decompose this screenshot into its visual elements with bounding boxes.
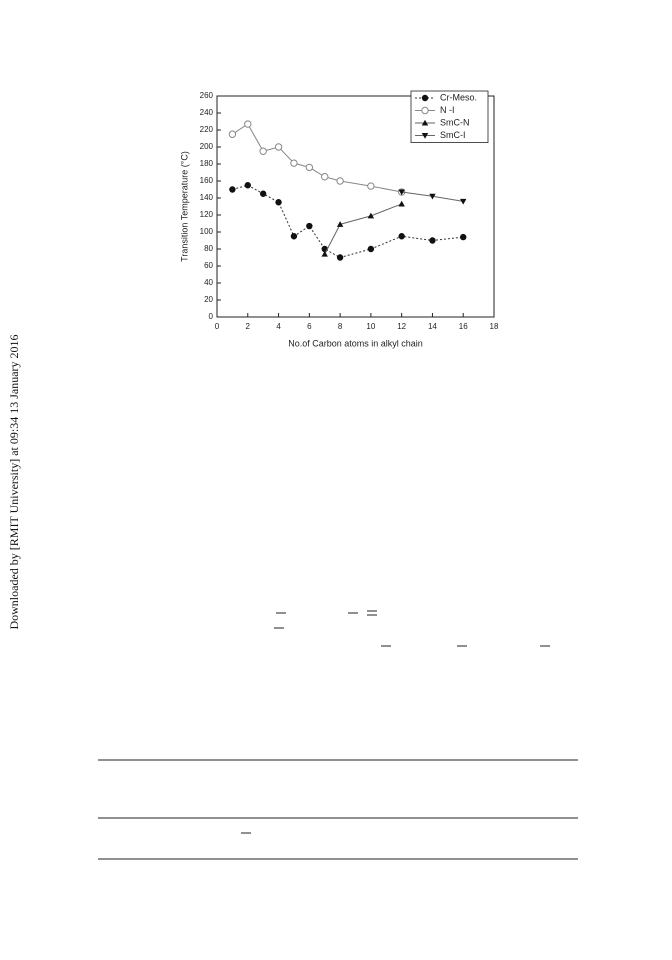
marker — [306, 222, 313, 230]
legend-label: SmC-N — [440, 117, 470, 127]
y-tick-label: 220 — [200, 125, 214, 134]
legend-marker — [421, 132, 429, 139]
x-tick-label: 16 — [459, 322, 468, 331]
y-tick-label: 100 — [200, 227, 214, 236]
marker — [259, 190, 267, 197]
legend-marker — [421, 94, 429, 102]
marker — [244, 182, 251, 189]
marker — [305, 163, 314, 172]
marker — [367, 182, 375, 190]
y-tick-label: 0 — [209, 312, 214, 321]
series-line — [232, 184, 464, 259]
y-tick-label: 80 — [204, 244, 213, 253]
y-tick-label: 40 — [204, 278, 213, 287]
x-tick-label: 8 — [338, 322, 343, 331]
legend-label: SmC-I — [440, 130, 466, 140]
marker — [244, 120, 252, 128]
x-tick-label: 14 — [428, 322, 437, 331]
x-tick-label: 4 — [276, 322, 281, 331]
x-tick-label: 6 — [307, 322, 312, 331]
y-tick-label: 260 — [200, 91, 214, 100]
x-axis-label: No.of Carbon atoms in alkyl chain — [288, 338, 423, 348]
legend-marker — [421, 119, 429, 126]
marker — [336, 254, 344, 261]
x-tick-label: 12 — [397, 322, 406, 331]
marker — [429, 237, 436, 244]
marker — [398, 233, 405, 240]
marker — [367, 245, 375, 253]
sidebar-note: Downloaded by [RMIT University] at 09:34… — [7, 334, 21, 629]
y-tick-label: 160 — [200, 176, 214, 185]
plot-frame — [216, 95, 495, 318]
marker — [460, 198, 467, 205]
table-rules — [98, 759, 578, 860]
marker — [460, 233, 467, 241]
marker — [367, 212, 375, 219]
x-tick-label: 2 — [246, 322, 251, 331]
y-axis-label: Transition Temperature (°C) — [179, 151, 189, 262]
y-tick-label: 20 — [204, 295, 213, 304]
y-tick-label: 120 — [200, 210, 214, 219]
marker — [229, 186, 236, 193]
marker — [259, 147, 267, 155]
marker — [228, 130, 237, 138]
marker — [275, 199, 282, 206]
legend-label: N -I — [440, 105, 455, 115]
x-tick-label: 18 — [490, 322, 499, 331]
x-tick-label: 10 — [366, 322, 375, 331]
y-tick-label: 200 — [200, 142, 214, 151]
marker — [321, 173, 329, 181]
marker — [398, 189, 405, 196]
x-tick-label: 0 — [215, 322, 220, 331]
y-tick-label: 180 — [200, 159, 214, 168]
legend-label: Cr-Meso. — [440, 92, 477, 102]
y-tick-label: 140 — [200, 193, 214, 202]
y-tick-label: 60 — [204, 261, 213, 270]
marker — [290, 159, 298, 167]
marker — [429, 193, 436, 200]
series-line — [324, 203, 402, 255]
formula-bars — [241, 610, 550, 834]
y-tick-label: 240 — [200, 108, 214, 117]
marker — [398, 200, 405, 207]
marker — [290, 233, 298, 240]
marker — [274, 143, 283, 151]
series-line — [232, 123, 402, 193]
legend-marker — [421, 106, 429, 115]
marker — [321, 250, 328, 257]
marker — [336, 221, 344, 227]
marker — [336, 177, 344, 185]
